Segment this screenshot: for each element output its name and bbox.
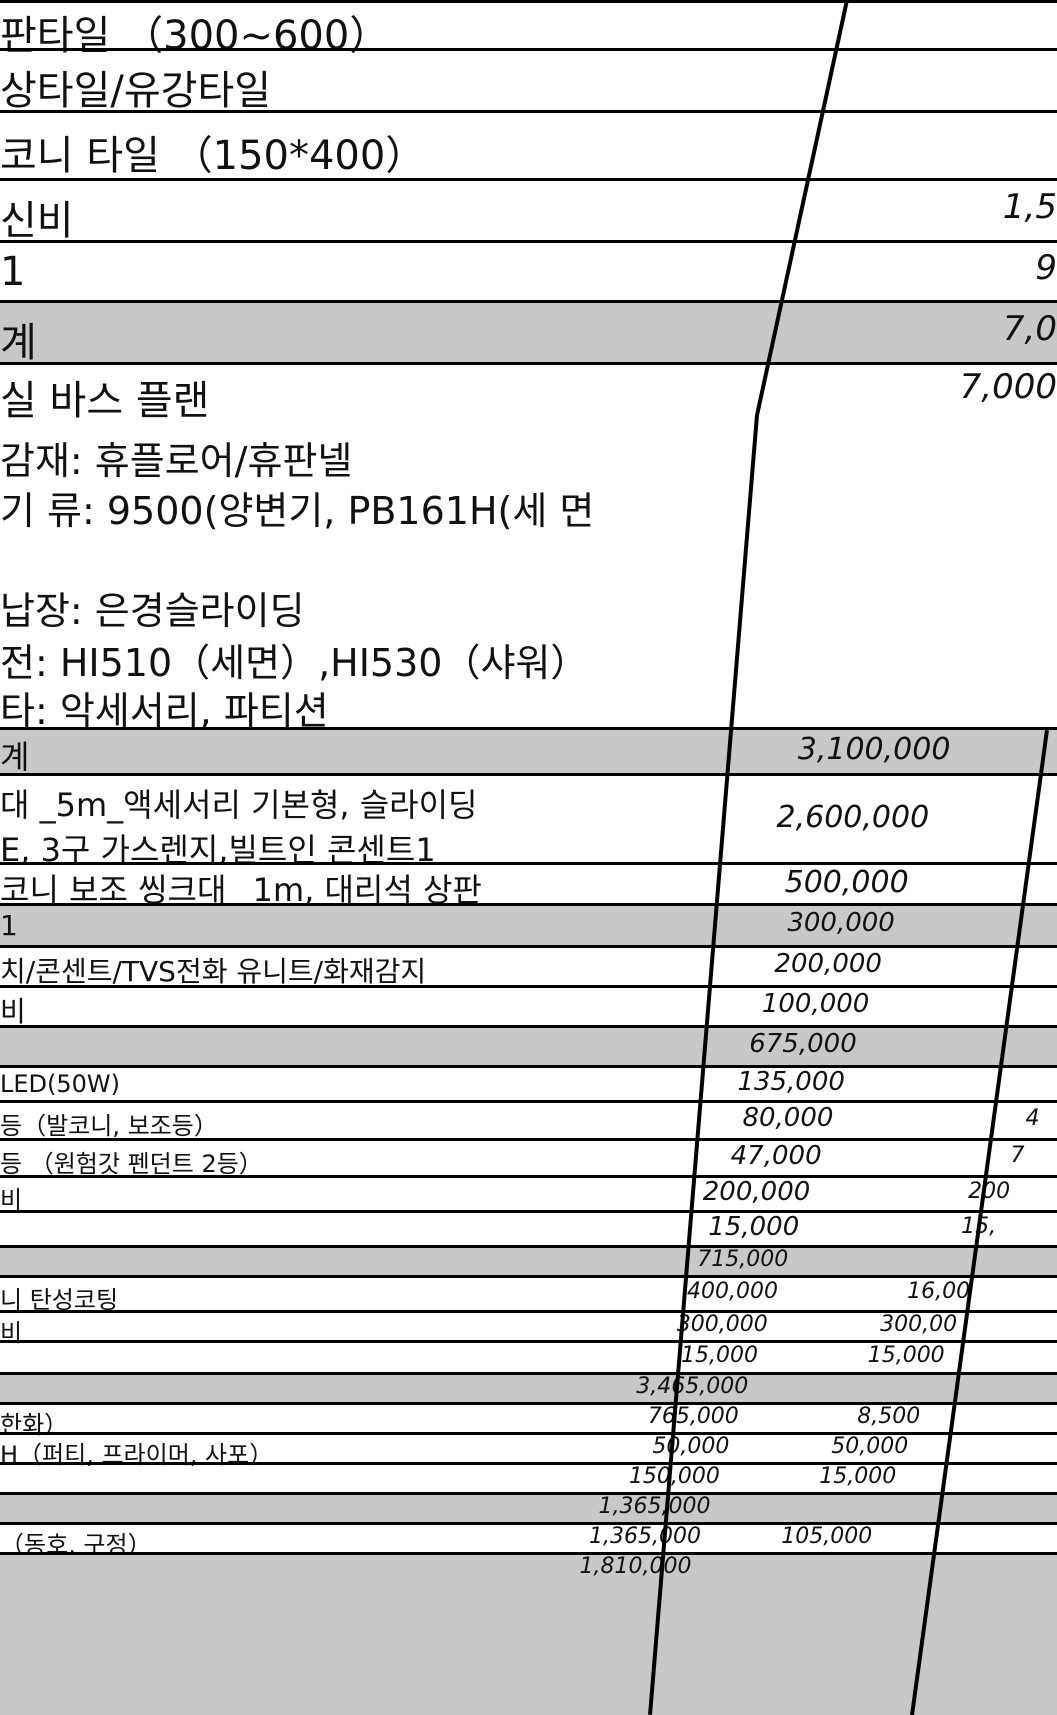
row-label: 1 [0,249,26,295]
table-row [0,1552,1057,1715]
table-row: 등（발코니, 보조등） [0,1100,1057,1141]
table-row: 판타일 （300~600） [0,0,1057,59]
row-amount: 400,000 [687,1279,779,1305]
row-amount: 47,000 [730,1140,822,1171]
table-row [0,1492,1057,1522]
row-label: 치/콘센트/TVS전화 유니트/화재감지 [0,954,427,988]
bath-note-line: 기 류: 9500(양변기, PB161H(세 면 [0,489,595,533]
table-row: 실 바스 플랜 [0,362,1057,424]
table-row [0,1462,1057,1492]
row-amount-secondary: 105,000 [781,1523,873,1549]
table-row: 계 [0,727,1057,776]
row-label: 1 [0,908,18,942]
row-amount: 80,000 [742,1103,834,1134]
row-amount: 150,000 [628,1463,720,1489]
row-label: 코니 타일 （150*400） [0,133,426,179]
table-row: 계 [0,300,1057,366]
row-amount: 300,000 [676,1311,768,1337]
table-row: 치/콘센트/TVS전화 유니트/화재감지 [0,945,1057,988]
row-amount-secondary: 50,000 [831,1433,909,1459]
table-row: （동호, 구정） [0,1522,1057,1559]
row-amount-secondary: 4 [1025,1105,1040,1131]
row-amount-secondary: 7 [1010,1143,1025,1169]
row-amount-secondary: 15,000 [819,1463,897,1489]
bath-note-line: 납장: 은경슬라이딩 [0,589,305,633]
row-amount-secondary: 200 [968,1179,1011,1205]
bath-note-line: 타: 악세서리, 파티션 [0,689,329,733]
row-amount-secondary: 300,00 [880,1311,958,1337]
table-row: 코니 타일 （150*400） [0,110,1057,179]
row-label: 등（발코니, 보조등） [0,1112,218,1141]
row-amount: 1,810,000 [579,1554,692,1579]
row-amount: 9 [1035,248,1057,288]
table-row [0,1340,1057,1372]
row-amount: 3,100,000 [797,732,951,767]
row-label: 등 （원험갓 펜던트 2등） [0,1149,263,1178]
row-amount: 50,000 [652,1433,730,1459]
row-amount: 15,000 [708,1211,800,1242]
table-row: LED(50W) [0,1065,1057,1100]
table-row [0,1372,1057,1402]
table-row: 니 탄성코팅 [0,1275,1057,1314]
table-row: 상타일/유강타일 [0,48,1057,114]
row-amount: 3,465,000 [636,1373,749,1399]
row-amount: 15,000 [681,1342,759,1368]
row-amount: 200,000 [702,1176,811,1207]
table-row [0,1245,1057,1275]
row-amount: 2,600,000 [776,799,930,835]
row-amount: 715,000 [697,1246,789,1272]
table-row [0,1025,1057,1065]
row-amount: 500,000 [784,864,909,900]
row-amount: 765,000 [647,1403,739,1429]
row-amount: 100,000 [761,989,870,1020]
row-label: 실 바스 플랜 [0,377,210,424]
table-row: 1 [0,240,1057,300]
row-amount: 7,000 [959,366,1057,407]
row-amount: 200,000 [774,949,882,980]
row-label: LED(50W) [0,1069,121,1098]
table-row: 등 （원험갓 펜던트 2등） [0,1138,1057,1178]
row-amount: 1,365,000 [598,1493,711,1519]
table-row [0,1210,1057,1245]
row-amount: 1,5 [1002,187,1057,227]
row-amount: 675,000 [749,1029,857,1060]
bath-note-line: 전: HI510（세면）,HI530（샤워） [0,641,589,685]
row-label: 판타일 （300~600） [0,13,390,59]
row-label: 계 [0,738,30,777]
row-label: 상타일/유강타일 [0,68,272,114]
row-label: 니 탄성코팅 [0,1285,119,1314]
table-row: 1 [0,903,1057,945]
table-row: 코니 보조 씽크대 _1m, 대리석 상판 [0,862,1057,909]
table-row: 신비 [0,178,1057,244]
row-amount-secondary: 8,500 [857,1403,921,1429]
table-row: 비 [0,985,1057,1028]
row-label: 대 _5m_액세서리 기본형, 슬라이딩 [0,786,478,824]
row-amount: 7,0 [1002,309,1057,349]
row-amount-secondary: 15,000 [867,1342,945,1368]
row-label: 비 [0,1185,23,1214]
row-label: 비 [0,994,26,1028]
bath-note-line: 감재: 휴플로어/휴판넬 [0,439,353,483]
table-row: 비 [0,1175,1057,1214]
row-amount-secondary: 16,00 [907,1279,971,1305]
row-label: 코니 보조 씽크대 _1m, 대리석 상판 [0,871,482,909]
row-amount: 135,000 [737,1066,845,1097]
row-label: 계 [0,320,37,366]
row-amount: 1,365,000 [589,1523,702,1549]
row-label: 신비 [0,198,74,244]
row-amount: 300,000 [787,908,895,939]
